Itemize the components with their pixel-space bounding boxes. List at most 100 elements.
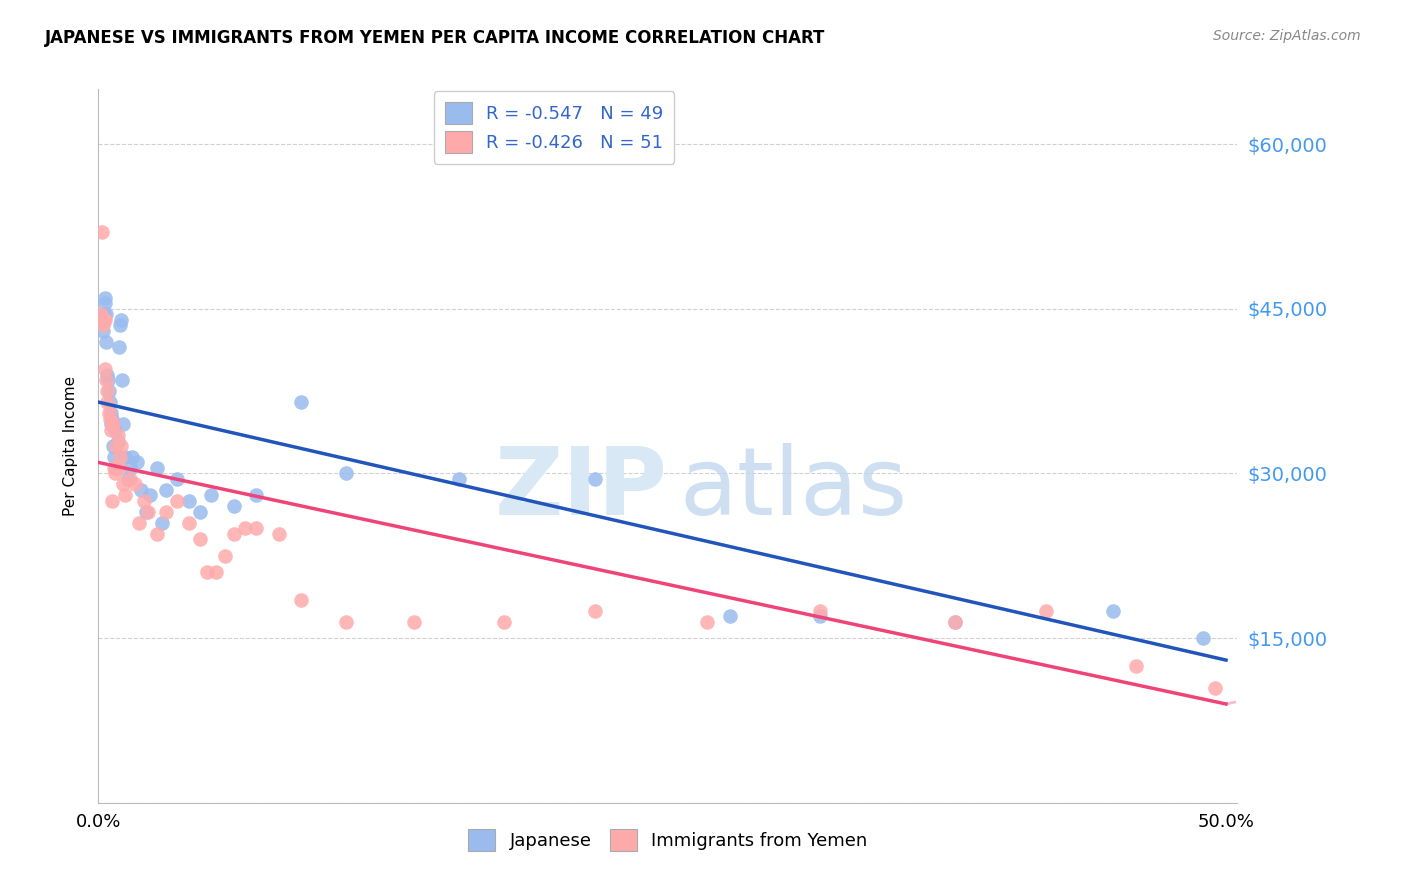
- Point: [449, 472, 471, 486]
- Point: [97, 406, 120, 420]
- Point: [188, 533, 211, 547]
- Point: [107, 434, 129, 448]
- Point: [114, 450, 136, 464]
- Point: [166, 494, 188, 508]
- Point: [93, 307, 115, 321]
- Point: [132, 494, 155, 508]
- Point: [121, 450, 143, 464]
- Point: [267, 526, 290, 541]
- Point: [107, 340, 129, 354]
- Point: [139, 488, 162, 502]
- Point: [135, 505, 157, 519]
- Point: [97, 384, 120, 398]
- Text: atlas: atlas: [679, 442, 907, 535]
- Point: [808, 609, 831, 624]
- Point: [101, 411, 124, 425]
- Point: [90, 225, 112, 239]
- Point: [105, 461, 128, 475]
- Point: [100, 423, 122, 437]
- Point: [96, 384, 118, 398]
- Point: [129, 483, 152, 497]
- Point: [90, 307, 112, 321]
- Point: [204, 566, 226, 580]
- Point: [117, 472, 139, 486]
- Point: [108, 450, 131, 464]
- Point: [97, 373, 120, 387]
- Point: [124, 477, 146, 491]
- Point: [101, 439, 124, 453]
- Point: [290, 395, 312, 409]
- Point: [146, 461, 169, 475]
- Text: JAPANESE VS IMMIGRANTS FROM YEMEN PER CAPITA INCOME CORRELATION CHART: JAPANESE VS IMMIGRANTS FROM YEMEN PER CA…: [45, 29, 825, 46]
- Point: [808, 604, 831, 618]
- Point: [233, 521, 256, 535]
- Point: [335, 467, 357, 481]
- Point: [110, 312, 132, 326]
- Point: [404, 615, 426, 629]
- Point: [96, 334, 118, 349]
- Point: [177, 494, 200, 508]
- Point: [114, 488, 136, 502]
- Text: ZIP: ZIP: [495, 442, 668, 535]
- Point: [128, 516, 150, 530]
- Point: [107, 428, 129, 442]
- Point: [718, 609, 741, 624]
- Point: [118, 472, 141, 486]
- Point: [98, 411, 121, 425]
- Point: [100, 406, 122, 420]
- Point: [155, 483, 177, 497]
- Point: [93, 312, 115, 326]
- Point: [103, 461, 125, 475]
- Point: [93, 296, 115, 310]
- Point: [96, 368, 118, 382]
- Point: [146, 526, 169, 541]
- Point: [1125, 658, 1147, 673]
- Point: [136, 505, 159, 519]
- Y-axis label: Per Capita Income: Per Capita Income: [63, 376, 77, 516]
- Point: [1204, 681, 1226, 695]
- Point: [118, 461, 141, 475]
- Point: [214, 549, 236, 563]
- Point: [110, 439, 132, 453]
- Point: [583, 604, 606, 618]
- Point: [150, 516, 173, 530]
- Legend: Japanese, Immigrants from Yemen: Japanese, Immigrants from Yemen: [461, 822, 875, 858]
- Point: [1035, 604, 1057, 618]
- Point: [91, 318, 114, 333]
- Point: [200, 488, 222, 502]
- Point: [583, 472, 606, 486]
- Point: [104, 467, 127, 481]
- Point: [188, 505, 211, 519]
- Point: [98, 395, 121, 409]
- Point: [94, 291, 117, 305]
- Point: [108, 318, 131, 333]
- Point: [195, 566, 218, 580]
- Point: [245, 521, 267, 535]
- Point: [155, 505, 177, 519]
- Point: [166, 472, 188, 486]
- Point: [1102, 604, 1125, 618]
- Point: [112, 477, 135, 491]
- Point: [105, 439, 128, 453]
- Point: [1192, 631, 1215, 645]
- Point: [91, 324, 114, 338]
- Point: [94, 362, 117, 376]
- Point: [94, 373, 117, 387]
- Point: [101, 494, 124, 508]
- Point: [96, 395, 118, 409]
- Point: [125, 455, 148, 469]
- Point: [100, 417, 122, 431]
- Point: [290, 592, 312, 607]
- Point: [335, 615, 357, 629]
- Point: [93, 312, 115, 326]
- Point: [111, 373, 134, 387]
- Point: [112, 417, 135, 431]
- Point: [222, 500, 245, 514]
- Point: [245, 488, 267, 502]
- Point: [945, 615, 967, 629]
- Point: [107, 461, 129, 475]
- Point: [222, 526, 245, 541]
- Point: [177, 516, 200, 530]
- Point: [94, 307, 117, 321]
- Point: [104, 423, 127, 437]
